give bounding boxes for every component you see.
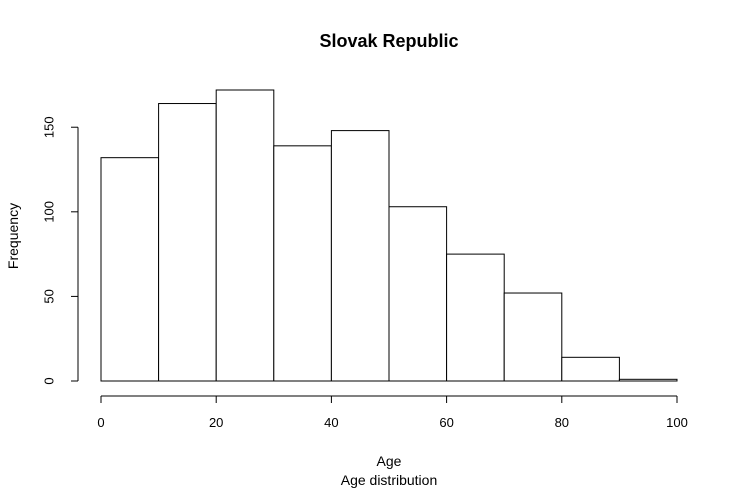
x-tick-label: 40 (324, 415, 338, 430)
y-axis: 0 50 100 150 (41, 116, 79, 385)
x-tick-label: 0 (97, 415, 104, 430)
y-tick-label: 0 (41, 377, 56, 384)
histogram-bar-40-50 (330, 130, 390, 382)
histogram-bar-20-30 (215, 89, 275, 382)
histogram-bar-70-80 (503, 292, 563, 382)
histogram-bar-10-20 (158, 103, 217, 382)
chart-title: Slovak Republic (319, 31, 458, 51)
x-tick-label: 100 (666, 415, 688, 430)
histogram-bar-0-10 (100, 157, 160, 382)
histogram-bar-30-40 (273, 145, 332, 382)
x-axis-label: Age (377, 453, 402, 469)
y-axis-label: Frequency (5, 203, 21, 269)
histogram-bar-90-100 (618, 378, 678, 382)
histogram-bars (100, 89, 678, 382)
x-tick-label: 80 (555, 415, 569, 430)
x-tick-label: 20 (209, 415, 223, 430)
histogram-bar-60-70 (446, 253, 505, 382)
chart-subtitle: Age distribution (341, 472, 438, 488)
x-axis: 0 20 40 60 80 100 (97, 395, 688, 430)
y-tick-label: 100 (41, 201, 56, 223)
histogram-bar-50-60 (388, 206, 448, 382)
histogram-bar-80-90 (561, 356, 620, 382)
y-tick-label: 50 (41, 289, 56, 303)
x-tick-label: 60 (439, 415, 453, 430)
y-tick-label: 150 (41, 116, 56, 138)
